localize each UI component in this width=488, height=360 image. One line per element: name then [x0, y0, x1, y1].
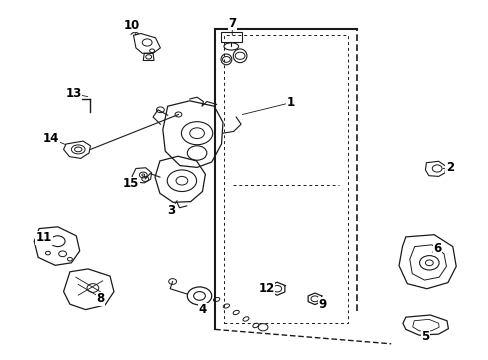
Text: 15: 15: [122, 177, 139, 190]
Bar: [220, 32, 242, 42]
Text: 13: 13: [65, 87, 81, 100]
Text: 2: 2: [445, 161, 453, 174]
Text: 4: 4: [199, 303, 206, 316]
Text: 14: 14: [43, 132, 60, 145]
Text: 9: 9: [318, 298, 326, 311]
Text: 10: 10: [123, 19, 140, 32]
Text: 1: 1: [286, 96, 294, 109]
Text: 8: 8: [96, 292, 104, 305]
Text: 3: 3: [167, 204, 175, 217]
Text: 6: 6: [433, 242, 441, 255]
Text: 12: 12: [258, 282, 274, 294]
Text: 5: 5: [421, 330, 428, 343]
Text: 11: 11: [36, 231, 52, 244]
Text: 7: 7: [228, 17, 236, 30]
